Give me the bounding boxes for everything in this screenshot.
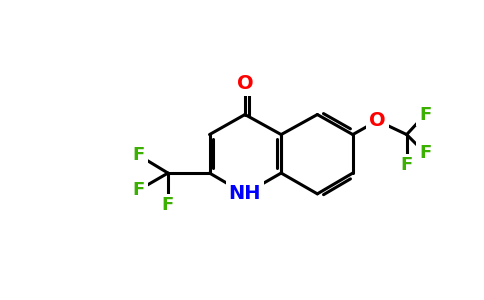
Text: F: F (401, 156, 413, 174)
Text: F: F (419, 144, 431, 162)
Text: F: F (162, 196, 174, 214)
Text: F: F (133, 181, 145, 199)
Text: F: F (133, 146, 145, 164)
Text: F: F (419, 106, 431, 124)
Text: NH: NH (229, 184, 261, 203)
Text: O: O (369, 111, 386, 130)
Text: O: O (237, 74, 253, 93)
